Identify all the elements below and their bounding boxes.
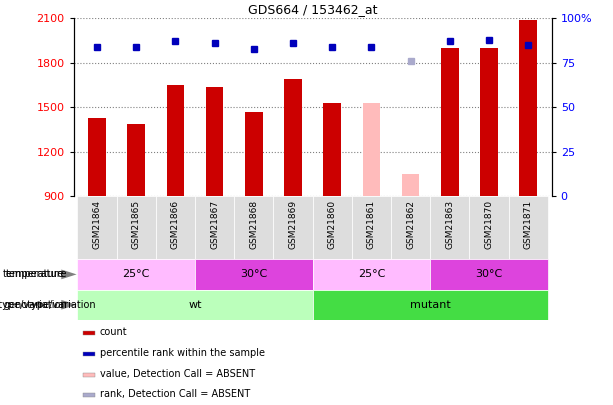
Bar: [284, 79, 302, 196]
Bar: [77, 259, 195, 290]
Text: GSM21866: GSM21866: [171, 200, 180, 249]
Bar: [313, 196, 352, 259]
Bar: [128, 124, 145, 196]
Bar: [116, 196, 156, 259]
Text: 25°C: 25°C: [358, 269, 385, 279]
Bar: [430, 259, 548, 290]
Bar: [83, 352, 95, 356]
Text: GSM21868: GSM21868: [249, 200, 258, 249]
Text: mutant: mutant: [410, 300, 451, 310]
Text: genotype/variation: genotype/variation: [0, 300, 67, 310]
Text: count: count: [100, 327, 128, 337]
Bar: [195, 259, 313, 290]
Text: temperature: temperature: [6, 269, 67, 279]
Bar: [313, 259, 430, 290]
Text: GSM21865: GSM21865: [132, 200, 141, 249]
Polygon shape: [61, 270, 77, 279]
Bar: [480, 48, 498, 196]
Text: wt: wt: [188, 300, 202, 310]
Bar: [156, 196, 195, 259]
Bar: [83, 393, 95, 397]
Text: genotype/variation: genotype/variation: [3, 300, 96, 310]
Bar: [313, 290, 548, 320]
Bar: [77, 196, 116, 259]
Text: temperature: temperature: [3, 269, 64, 279]
Text: value, Detection Call = ABSENT: value, Detection Call = ABSENT: [100, 369, 255, 379]
Bar: [391, 196, 430, 259]
Text: GSM21869: GSM21869: [289, 200, 297, 249]
Text: GSM21867: GSM21867: [210, 200, 219, 249]
Bar: [83, 330, 95, 335]
Bar: [206, 87, 224, 196]
Bar: [519, 20, 537, 196]
Text: GSM21860: GSM21860: [328, 200, 337, 249]
Text: GSM21870: GSM21870: [484, 200, 493, 249]
Bar: [88, 118, 106, 196]
Title: GDS664 / 153462_at: GDS664 / 153462_at: [248, 3, 378, 16]
Bar: [430, 196, 470, 259]
Bar: [234, 196, 273, 259]
Text: GSM21871: GSM21871: [524, 200, 533, 249]
Text: percentile rank within the sample: percentile rank within the sample: [100, 348, 265, 358]
Bar: [441, 48, 459, 196]
Text: GSM21863: GSM21863: [445, 200, 454, 249]
Polygon shape: [61, 300, 77, 309]
Bar: [195, 196, 234, 259]
Text: GSM21861: GSM21861: [367, 200, 376, 249]
Text: GSM21864: GSM21864: [93, 200, 102, 249]
Text: 25°C: 25°C: [123, 269, 150, 279]
Bar: [167, 85, 185, 196]
Bar: [324, 103, 341, 196]
Bar: [363, 103, 380, 196]
Text: GSM21862: GSM21862: [406, 200, 415, 249]
Bar: [77, 290, 313, 320]
Text: 30°C: 30°C: [475, 269, 503, 279]
Bar: [245, 112, 262, 196]
Bar: [352, 196, 391, 259]
Bar: [509, 196, 548, 259]
Bar: [402, 174, 419, 196]
Text: rank, Detection Call = ABSENT: rank, Detection Call = ABSENT: [100, 390, 250, 399]
Bar: [273, 196, 313, 259]
Bar: [83, 373, 95, 377]
Text: 30°C: 30°C: [240, 269, 267, 279]
Bar: [470, 196, 509, 259]
